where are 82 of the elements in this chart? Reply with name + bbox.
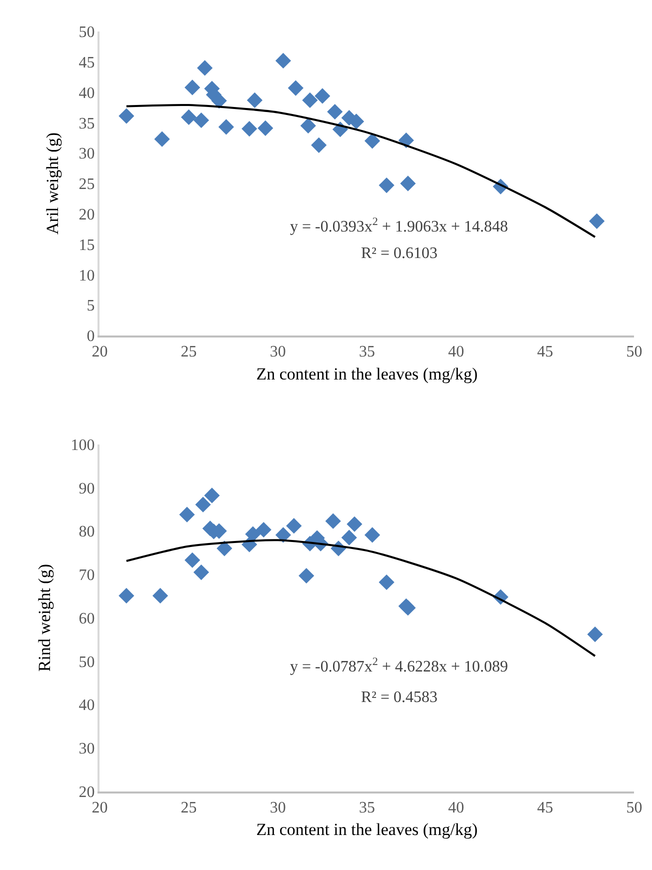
point [195, 496, 211, 512]
annotation: R² = 0.4583 [361, 689, 438, 706]
point [184, 80, 200, 96]
point [314, 88, 330, 104]
point [154, 131, 170, 147]
x-tick-label: 45 [537, 799, 554, 816]
point [327, 104, 343, 120]
y-tick-label: 5 [86, 298, 95, 315]
y-tick-label: 50 [78, 654, 95, 671]
point [589, 213, 605, 229]
y-tick-label: 50 [78, 24, 95, 42]
y-tick-label: 40 [78, 697, 95, 714]
y-tick-label: 30 [78, 146, 95, 163]
point [245, 526, 261, 542]
x-tick-label: 25 [180, 343, 197, 360]
point [364, 527, 380, 543]
y-tick-label: 10 [78, 267, 95, 284]
point [288, 80, 304, 96]
y-axis-title: Aril weight (g) [42, 132, 62, 234]
x-tick-label: 35 [358, 799, 375, 816]
x-tick-label: 50 [626, 343, 642, 360]
point [256, 522, 272, 538]
annotation: y = -0.0787x$^{2}$ + 4.6228x + 10.089 [290, 656, 508, 676]
x-tick-label: 30 [270, 343, 286, 360]
point [300, 118, 316, 134]
point [275, 52, 292, 68]
y-tick-label: 0 [86, 328, 95, 346]
point [275, 527, 292, 543]
y-axis-title: Rind weight (g) [34, 564, 54, 672]
point [204, 488, 220, 504]
x-tick-label: 25 [180, 799, 197, 816]
point [587, 626, 603, 642]
x-tick-label: 40 [448, 343, 464, 360]
x-tick-label: 45 [537, 343, 554, 360]
point [364, 133, 380, 149]
point [346, 516, 362, 532]
point [302, 92, 318, 108]
point [216, 540, 232, 556]
y-tick-label: 90 [78, 480, 95, 498]
point [378, 574, 394, 590]
y-tick-label: 15 [78, 236, 95, 254]
y-tick-label: 80 [78, 524, 95, 541]
point [179, 506, 195, 522]
point [193, 564, 210, 580]
point [378, 178, 394, 194]
point [180, 109, 197, 126]
y-tick-label: 70 [78, 567, 95, 584]
x-axis-title: Zn content in the leaves (mg/kg) [256, 820, 478, 840]
point [197, 60, 213, 76]
y-tick-label: 40 [78, 84, 95, 102]
y-tick-label: 45 [78, 54, 95, 72]
point [286, 518, 302, 534]
point [193, 112, 210, 128]
point [184, 552, 200, 568]
point [341, 530, 357, 546]
x-axis-title: Zn content in the leaves (mg/kg) [256, 364, 478, 384]
point [152, 588, 168, 604]
point [325, 513, 341, 529]
annotation: y = -0.0393x$^{2}$ + 1.9063x + 14.848 [290, 216, 508, 236]
point [400, 176, 416, 192]
x-tick-label: 35 [358, 343, 375, 360]
line-series [125, 104, 596, 238]
point [298, 568, 314, 584]
point [118, 588, 134, 604]
y-tick-label: 20 [78, 206, 95, 224]
point [311, 137, 327, 153]
point [211, 93, 227, 109]
y-tick-label: 60 [78, 610, 95, 628]
point [246, 92, 263, 108]
x-tick-label: 50 [626, 799, 642, 816]
point [242, 120, 258, 137]
y-tick-label: 100 [70, 436, 95, 454]
point [218, 119, 234, 135]
annotation: R² = 0.6103 [361, 245, 438, 262]
y-tick-label: 35 [78, 115, 95, 132]
point [118, 108, 134, 124]
y-tick-label: 20 [78, 784, 95, 801]
x-tick-label: 30 [270, 799, 286, 816]
y-tick-label: 25 [78, 176, 95, 194]
y-tick-label: 30 [78, 740, 95, 758]
point [258, 120, 274, 136]
x-tick-label: 40 [448, 799, 464, 816]
